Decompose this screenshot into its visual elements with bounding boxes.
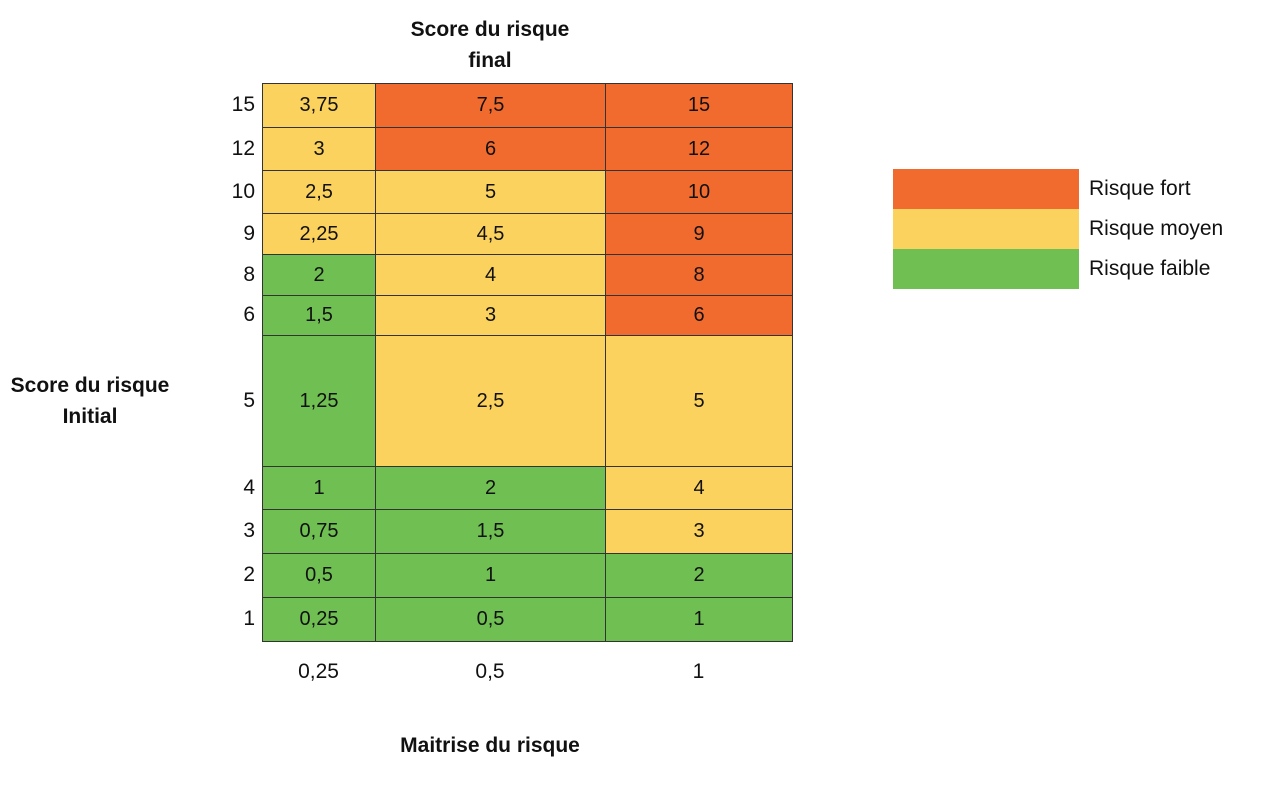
matrix-cell: 0,5 xyxy=(375,597,606,642)
matrix-cell: 3 xyxy=(605,509,793,554)
matrix-cell: 3 xyxy=(375,295,606,336)
matrix-cell: 7,5 xyxy=(375,83,606,128)
matrix-cell: 10 xyxy=(605,170,793,214)
legend-label-moyen: Risque moyen xyxy=(1089,217,1224,240)
matrix-cell: 1 xyxy=(375,553,606,598)
y-tick-label: 2 xyxy=(243,563,255,586)
legend-swatch-faible xyxy=(893,249,1079,289)
y-axis-label: Score du risque Initial xyxy=(10,374,170,428)
y-tick-label: 5 xyxy=(243,388,255,412)
y-tick-label: 6 xyxy=(243,303,255,326)
matrix-cell: 2 xyxy=(262,254,376,296)
y-tick-label: 1 xyxy=(243,607,255,630)
matrix-cell: 1 xyxy=(605,597,793,642)
x-tick-label: 0,5 xyxy=(475,660,505,683)
matrix-cell: 0,25 xyxy=(262,597,376,642)
y-tick-label: 12 xyxy=(231,136,255,160)
matrix-cell: 2,5 xyxy=(262,170,376,214)
legend-label-faible: Risque faible xyxy=(1089,257,1211,280)
matrix-cell: 1,25 xyxy=(262,335,376,467)
matrix-cell: 2,5 xyxy=(375,335,606,467)
matrix-cell: 2 xyxy=(375,466,606,510)
chart-title: Score du risque final xyxy=(410,18,570,72)
legend-label-fort: Risque fort xyxy=(1089,177,1191,200)
legend-swatch-fort xyxy=(893,169,1079,209)
matrix-cell: 5 xyxy=(375,170,606,214)
matrix-cell: 5 xyxy=(605,335,793,467)
y-tick-label: 10 xyxy=(231,179,255,203)
matrix-cell: 4,5 xyxy=(375,213,606,255)
matrix-cell: 8 xyxy=(605,254,793,296)
matrix-cell: 0,75 xyxy=(262,509,376,554)
x-tick-label: 1 xyxy=(692,660,705,683)
matrix-cell: 1,5 xyxy=(375,509,606,554)
matrix-cell: 3,75 xyxy=(262,83,376,128)
matrix-cell: 4 xyxy=(375,254,606,296)
matrix-cell: 1,5 xyxy=(262,295,376,336)
matrix-cell: 0,5 xyxy=(262,553,376,598)
matrix-cell: 9 xyxy=(605,213,793,255)
x-tick-label: 0,25 xyxy=(298,660,339,683)
matrix-cell: 4 xyxy=(605,466,793,510)
matrix-cell: 2,25 xyxy=(262,213,376,255)
y-tick-label: 9 xyxy=(243,221,255,245)
x-axis-label: Maitrise du risque xyxy=(400,734,580,757)
y-tick-label: 8 xyxy=(243,262,255,286)
matrix-cell: 15 xyxy=(605,83,793,128)
matrix-cell: 6 xyxy=(605,295,793,336)
y-tick-label: 15 xyxy=(231,93,255,116)
matrix-cell: 6 xyxy=(375,127,606,171)
matrix-cell: 3 xyxy=(262,127,376,171)
matrix-cell: 12 xyxy=(605,127,793,171)
matrix-cell: 1 xyxy=(262,466,376,510)
y-tick-label: 3 xyxy=(243,519,255,542)
legend-swatch-moyen xyxy=(893,209,1079,249)
matrix-cell: 2 xyxy=(605,553,793,598)
y-tick-label: 4 xyxy=(243,475,255,499)
